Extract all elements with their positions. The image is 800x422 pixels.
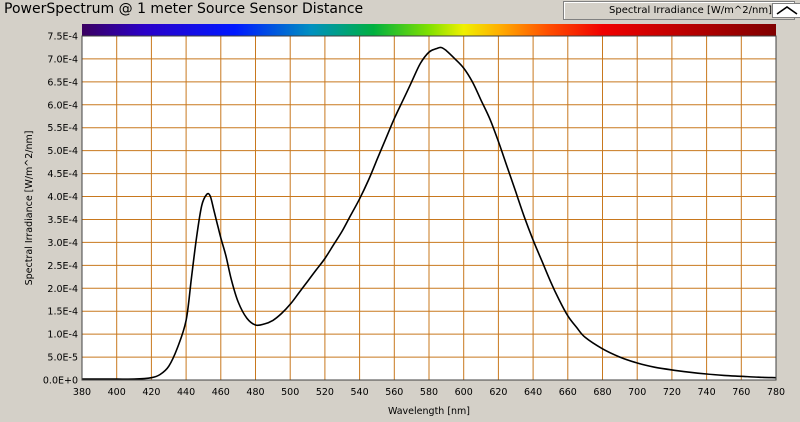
x-tick-label: 720 <box>663 387 681 398</box>
x-tick-label: 580 <box>420 387 438 398</box>
x-axis-label: Wavelength [nm] <box>388 406 470 417</box>
y-tick-label: 6.5E-4 <box>47 77 78 88</box>
legend-label: Spectral Irradiance [W/m^2/nm] <box>609 5 772 16</box>
x-tick-label: 680 <box>593 387 611 398</box>
x-tick-label: 660 <box>559 387 577 398</box>
x-tick-label: 440 <box>177 387 195 398</box>
y-tick-label: 1.0E-4 <box>47 330 78 341</box>
x-tick-label: 600 <box>455 387 473 398</box>
y-tick-label: 5.0E-5 <box>47 353 78 364</box>
spectrum-color-bar <box>82 24 776 36</box>
x-tick-label: 740 <box>698 387 716 398</box>
y-axis-label: Spectral Irradiance [W/m^2/nm] <box>24 131 35 286</box>
plot-border <box>81 35 777 381</box>
x-tick-label: 780 <box>767 387 785 398</box>
x-tick-label: 560 <box>385 387 403 398</box>
y-tick-label: 2.5E-4 <box>47 261 78 272</box>
y-tick-label: 4.5E-4 <box>47 169 78 180</box>
x-tick-label: 760 <box>732 387 750 398</box>
x-tick-label: 620 <box>489 387 507 398</box>
y-tick-label: 3.5E-4 <box>47 215 78 226</box>
x-tick-label: 540 <box>351 387 369 398</box>
x-tick-label: 640 <box>524 387 542 398</box>
x-tick-label: 480 <box>246 387 264 398</box>
y-tick-label: 3.0E-4 <box>47 238 78 249</box>
x-tick-label: 500 <box>281 387 299 398</box>
legend[interactable]: Spectral Irradiance [W/m^2/nm] <box>563 1 800 20</box>
line-sample-icon[interactable] <box>772 3 800 18</box>
spectrum-curve <box>82 46 777 380</box>
x-tick-label: 520 <box>316 387 334 398</box>
y-tick-label: 0.0E+0 <box>43 376 78 387</box>
y-tick-label: 7.5E-4 <box>47 32 78 43</box>
x-tick-label: 700 <box>628 387 646 398</box>
x-tick-label: 380 <box>73 387 91 398</box>
y-tick-label: 2.0E-4 <box>47 284 78 295</box>
y-tick-label: 4.0E-4 <box>47 192 78 203</box>
y-tick-label: 7.0E-4 <box>47 54 78 65</box>
x-tick-label: 420 <box>142 387 160 398</box>
y-tick-label: 5.0E-4 <box>47 146 78 157</box>
chart-title: PowerSpectrum @ 1 meter Source Sensor Di… <box>4 1 364 17</box>
x-tick-label: 460 <box>212 387 230 398</box>
y-tick-label: 1.5E-4 <box>47 307 78 318</box>
y-tick-label: 5.5E-4 <box>47 123 78 134</box>
x-tick-label: 400 <box>108 387 126 398</box>
y-tick-label: 6.0E-4 <box>47 100 78 111</box>
